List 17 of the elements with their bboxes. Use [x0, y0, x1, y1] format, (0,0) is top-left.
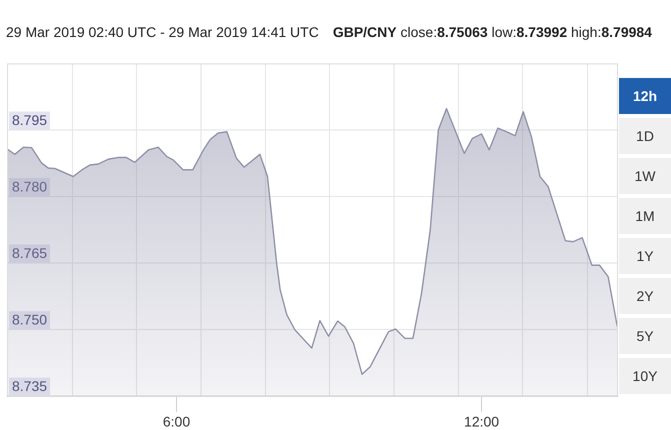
- y-tick-label: 8.750: [12, 311, 48, 328]
- chart-title: 29 Mar 2019 02:40 UTC - 29 Mar 2019 14:41 UTC: [6, 24, 319, 40]
- y-tick-label: 8.780: [12, 178, 48, 194]
- chart-subtitle: GBP/CNY close:8.75063 low:8.73992 high:8.79984: [332, 24, 652, 40]
- y-tick-label: 8.735: [12, 378, 48, 394]
- range-button: 2Y: [619, 278, 671, 314]
- y-tick-label: 8.795: [12, 112, 48, 128]
- range-button: 12h: [619, 78, 671, 114]
- range-button: 1D: [619, 118, 671, 154]
- y-tick-label: 8.765: [12, 244, 48, 261]
- x-tick-label: 6:00: [162, 413, 190, 430]
- range-button: 10Y: [619, 358, 671, 394]
- x-tick-label: 12:00: [464, 413, 500, 430]
- range-button: 1W: [619, 158, 671, 194]
- range-button: 5Y: [619, 318, 671, 354]
- range-button: 1M: [619, 198, 671, 234]
- range-button: 1Y: [619, 238, 671, 274]
